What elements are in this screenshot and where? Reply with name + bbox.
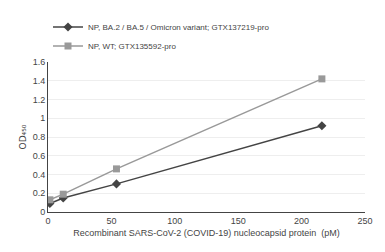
svg-text:1.2: 1.2 [33, 95, 46, 105]
svg-text:250: 250 [357, 216, 372, 226]
svg-text:0.6: 0.6 [33, 151, 46, 161]
svg-text:50: 50 [106, 216, 116, 226]
svg-text:1: 1 [40, 113, 45, 123]
svg-text:0: 0 [45, 216, 50, 226]
svg-text:150: 150 [231, 216, 246, 226]
svg-text:100: 100 [167, 216, 182, 226]
svg-text:0: 0 [40, 207, 45, 217]
svg-text:0.4: 0.4 [33, 170, 46, 180]
svg-text:Recombinant SARS-CoV-2 (COVID-: Recombinant SARS-CoV-2 (COVID-19) nucleo… [73, 228, 340, 238]
svg-text:0.8: 0.8 [33, 132, 46, 142]
svg-text:NP, BA.2 / BA.5 / Omicron vari: NP, BA.2 / BA.5 / Omicron variant; GTX13… [88, 23, 269, 32]
svg-text:OD₄₅₀: OD₄₅₀ [18, 124, 28, 149]
svg-text:1.6: 1.6 [33, 57, 46, 67]
svg-text:0.2: 0.2 [33, 188, 46, 198]
svg-text:1.4: 1.4 [33, 76, 46, 86]
svg-text:NP, WT; GTX135592-pro: NP, WT; GTX135592-pro [88, 42, 176, 51]
svg-text:200: 200 [294, 216, 309, 226]
